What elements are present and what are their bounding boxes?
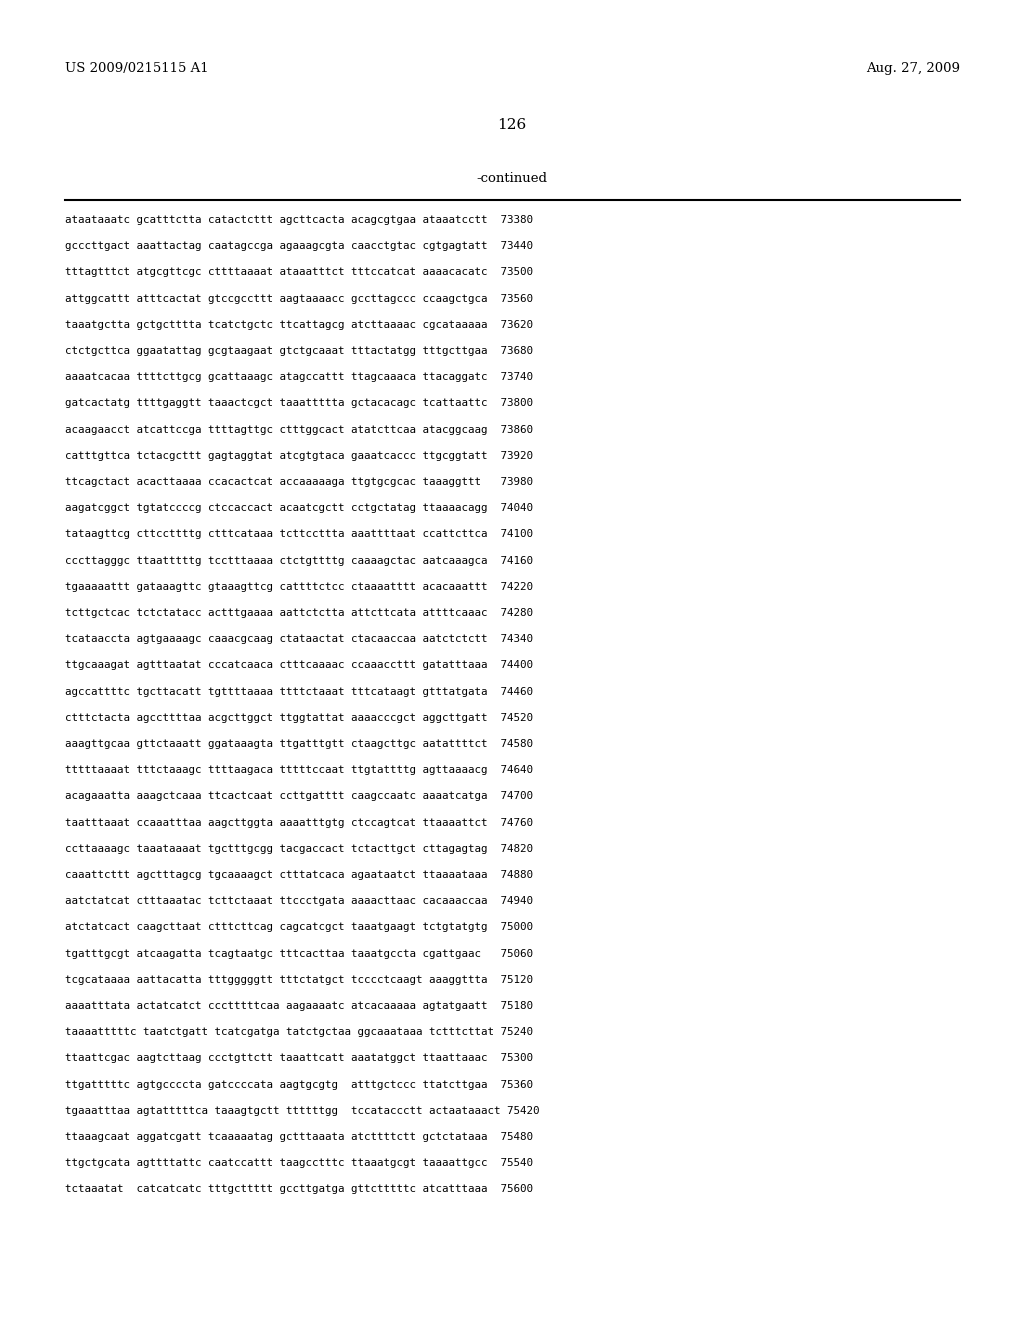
Text: US 2009/0215115 A1: US 2009/0215115 A1 xyxy=(65,62,209,75)
Text: catttgttca tctacgcttt gagtaggtat atcgtgtaca gaaatcaccc ttgcggtatt  73920: catttgttca tctacgcttt gagtaggtat atcgtgt… xyxy=(65,451,534,461)
Text: tgaaaaattt gataaagttc gtaaagttcg cattttctcc ctaaaatttt acacaaattt  74220: tgaaaaattt gataaagttc gtaaagttcg cattttc… xyxy=(65,582,534,591)
Text: 126: 126 xyxy=(498,117,526,132)
Text: aaaatcacaa ttttcttgcg gcattaaagc atagccattt ttagcaaaca ttacaggatc  73740: aaaatcacaa ttttcttgcg gcattaaagc atagcca… xyxy=(65,372,534,383)
Text: taatttaaat ccaaatttaa aagcttggta aaaatttgtg ctccagtcat ttaaaattct  74760: taatttaaat ccaaatttaa aagcttggta aaaattt… xyxy=(65,817,534,828)
Text: ttaattcgac aagtcttaag ccctgttctt taaattcatt aaatatggct ttaattaaac  75300: ttaattcgac aagtcttaag ccctgttctt taaattc… xyxy=(65,1053,534,1064)
Text: taaatgctta gctgctttta tcatctgctc ttcattagcg atcttaaaac cgcataaaaa  73620: taaatgctta gctgctttta tcatctgctc ttcatta… xyxy=(65,319,534,330)
Text: aaaatttata actatcatct ccctttttcaa aagaaaatc atcacaaaaa agtatgaatt  75180: aaaatttata actatcatct ccctttttcaa aagaaa… xyxy=(65,1001,534,1011)
Text: acaagaacct atcattccga ttttagttgc ctttggcact atatcttcaa atacggcaag  73860: acaagaacct atcattccga ttttagttgc ctttggc… xyxy=(65,425,534,434)
Text: ttaaagcaat aggatcgatt tcaaaaatag gctttaaata atcttttctt gctctataaa  75480: ttaaagcaat aggatcgatt tcaaaaatag gctttaa… xyxy=(65,1133,534,1142)
Text: gcccttgact aaattactag caatagccga agaaagcgta caacctgtac cgtgagtatt  73440: gcccttgact aaattactag caatagccga agaaagc… xyxy=(65,242,534,251)
Text: tgaaatttaa agtatttttca taaagtgctt ttttttgg  tccataccctt actaataaact 75420: tgaaatttaa agtatttttca taaagtgctt tttttt… xyxy=(65,1106,540,1115)
Text: tttagtttct atgcgttcgc cttttaaaat ataaatttct tttccatcat aaaacacatc  73500: tttagtttct atgcgttcgc cttttaaaat ataaatt… xyxy=(65,268,534,277)
Text: ttcagctact acacttaaaa ccacactcat accaaaaaga ttgtgcgcac taaaggttt   73980: ttcagctact acacttaaaa ccacactcat accaaaa… xyxy=(65,477,534,487)
Text: tcgcataaaa aattacatta tttgggggtt tttctatgct tcccctcaagt aaaggttta  75120: tcgcataaaa aattacatta tttgggggtt tttctat… xyxy=(65,974,534,985)
Text: Aug. 27, 2009: Aug. 27, 2009 xyxy=(866,62,961,75)
Text: attggcattt atttcactat gtccgccttt aagtaaaacc gccttagccc ccaagctgca  73560: attggcattt atttcactat gtccgccttt aagtaaa… xyxy=(65,293,534,304)
Text: gatcactatg ttttgaggtt taaactcgct taaattttta gctacacagc tcattaattc  73800: gatcactatg ttttgaggtt taaactcgct taaattt… xyxy=(65,399,534,408)
Text: tataagttcg cttccttttg ctttcataaa tcttccttta aaattttaat ccattcttca  74100: tataagttcg cttccttttg ctttcataaa tcttcct… xyxy=(65,529,534,540)
Text: aaagttgcaa gttctaaatt ggataaagta ttgatttgtt ctaagcttgc aatattttct  74580: aaagttgcaa gttctaaatt ggataaagta ttgattt… xyxy=(65,739,534,748)
Text: tcttgctcac tctctatacc actttgaaaa aattctctta attcttcata attttcaaac  74280: tcttgctcac tctctatacc actttgaaaa aattctc… xyxy=(65,609,534,618)
Text: caaattcttt agctttagcg tgcaaaagct ctttatcaca agaataatct ttaaaataaa  74880: caaattcttt agctttagcg tgcaaaagct ctttatc… xyxy=(65,870,534,880)
Text: agccattttc tgcttacatt tgttttaaaa ttttctaaat tttcataagt gtttatgata  74460: agccattttc tgcttacatt tgttttaaaa ttttcta… xyxy=(65,686,534,697)
Text: tcataaccta agtgaaaagc caaacgcaag ctataactat ctacaaccaa aatctctctt  74340: tcataaccta agtgaaaagc caaacgcaag ctataac… xyxy=(65,634,534,644)
Text: ataataaatc gcatttctta catactcttt agcttcacta acagcgtgaa ataaatcctt  73380: ataataaatc gcatttctta catactcttt agcttca… xyxy=(65,215,534,224)
Text: ttgatttttc agtgccccta gatccccata aagtgcgtg  atttgctccc ttatcttgaa  75360: ttgatttttc agtgccccta gatccccata aagtgcg… xyxy=(65,1080,534,1089)
Text: acagaaatta aaagctcaaa ttcactcaat ccttgatttt caagccaatc aaaatcatga  74700: acagaaatta aaagctcaaa ttcactcaat ccttgat… xyxy=(65,792,534,801)
Text: tgatttgcgt atcaagatta tcagtaatgc tttcacttaa taaatgccta cgattgaac   75060: tgatttgcgt atcaagatta tcagtaatgc tttcact… xyxy=(65,949,534,958)
Text: ttgcaaagat agtttaatat cccatcaaca ctttcaaaac ccaaaccttt gatatttaaa  74400: ttgcaaagat agtttaatat cccatcaaca ctttcaa… xyxy=(65,660,534,671)
Text: tttttaaaat tttctaaagc ttttaagaca tttttccaat ttgtattttg agttaaaacg  74640: tttttaaaat tttctaaagc ttttaagaca tttttcc… xyxy=(65,766,534,775)
Text: -continued: -continued xyxy=(476,172,548,185)
Text: tctaaatat  catcatcatc tttgcttttt gccttgatga gttctttttc atcatttaaa  75600: tctaaatat catcatcatc tttgcttttt gccttgat… xyxy=(65,1184,534,1195)
Text: taaaatttttc taatctgatt tcatcgatga tatctgctaa ggcaaataaa tctttcttat 75240: taaaatttttc taatctgatt tcatcgatga tatctg… xyxy=(65,1027,534,1038)
Text: aagatcggct tgtatccccg ctccaccact acaatcgctt cctgctatag ttaaaacagg  74040: aagatcggct tgtatccccg ctccaccact acaatcg… xyxy=(65,503,534,513)
Text: atctatcact caagcttaat ctttcttcag cagcatcgct taaatgaagt tctgtatgtg  75000: atctatcact caagcttaat ctttcttcag cagcatc… xyxy=(65,923,534,932)
Text: ctttctacta agccttttaa acgcttggct ttggtattat aaaacccgct aggcttgatt  74520: ctttctacta agccttttaa acgcttggct ttggtat… xyxy=(65,713,534,723)
Text: ttgctgcata agttttattc caatccattt taagcctttc ttaaatgcgt taaaattgcc  75540: ttgctgcata agttttattc caatccattt taagcct… xyxy=(65,1158,534,1168)
Text: aatctatcat ctttaaatac tcttctaaat ttccctgata aaaacttaac cacaaaccaa  74940: aatctatcat ctttaaatac tcttctaaat ttccctg… xyxy=(65,896,534,907)
Text: cccttagggc ttaatttttg tcctttaaaa ctctgttttg caaaagctac aatcaaagca  74160: cccttagggc ttaatttttg tcctttaaaa ctctgtt… xyxy=(65,556,534,565)
Text: ctctgcttca ggaatattag gcgtaagaat gtctgcaaat tttactatgg tttgcttgaa  73680: ctctgcttca ggaatattag gcgtaagaat gtctgca… xyxy=(65,346,534,356)
Text: ccttaaaagc taaataaaat tgctttgcgg tacgaccact tctacttgct cttagagtag  74820: ccttaaaagc taaataaaat tgctttgcgg tacgacc… xyxy=(65,843,534,854)
